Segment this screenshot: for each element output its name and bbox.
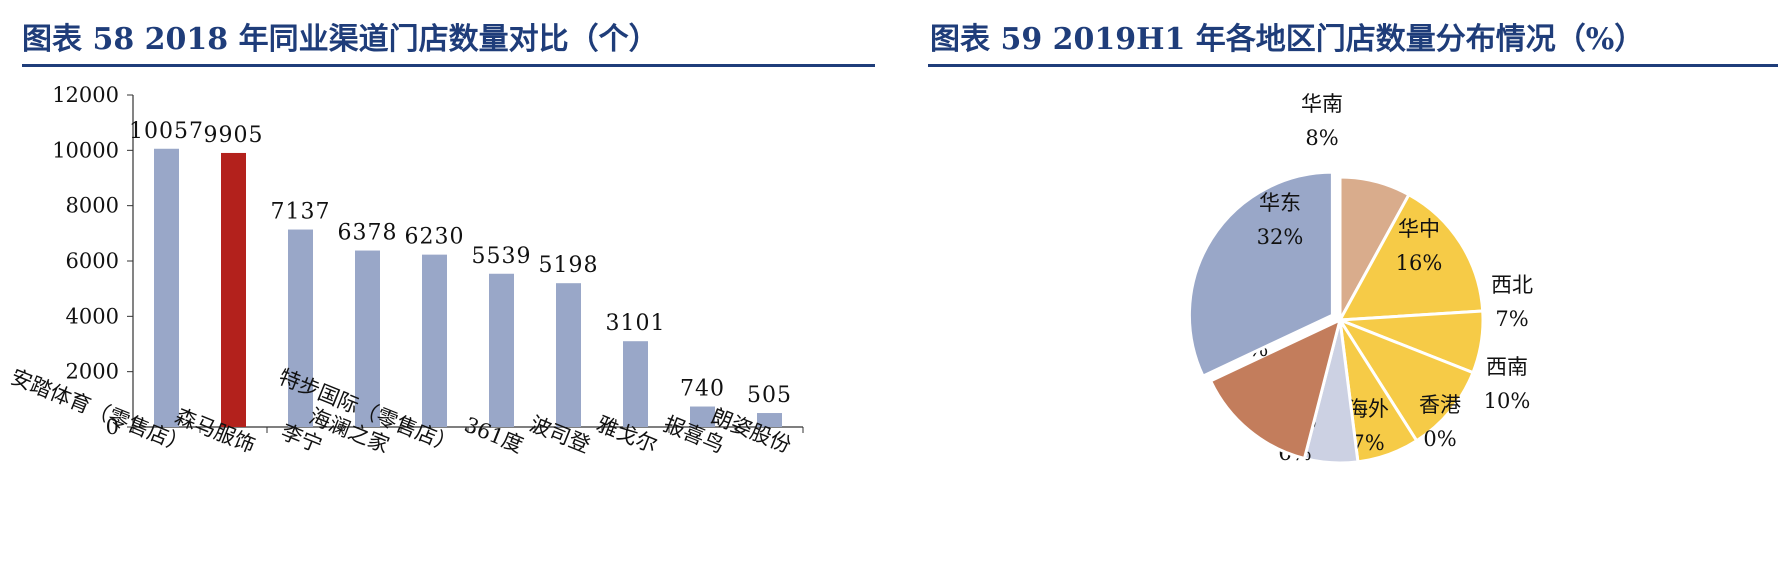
- pie-slice-percent: 0%: [1423, 427, 1456, 451]
- bar-value-label: 3101: [606, 311, 666, 336]
- bar-value-label: 10057: [129, 119, 204, 144]
- pie-slice-label: 西南: [1486, 355, 1528, 379]
- bar-value-label: 5198: [539, 253, 599, 278]
- y-tick-label: 12000: [52, 83, 119, 107]
- pie-slice-label: 华东: [1259, 191, 1301, 215]
- pie-slice-percent: 32%: [1257, 225, 1304, 249]
- pie-slice-label: 西北: [1491, 273, 1533, 297]
- pie-slice: [1336, 316, 1475, 443]
- pie-slice: [1208, 317, 1343, 461]
- pie-slice-percent: 10%: [1484, 389, 1531, 413]
- bar-value-label: 6230: [405, 225, 465, 250]
- pie-chart-title-rule: [928, 64, 1778, 67]
- bar: [355, 250, 380, 427]
- bar: [221, 152, 246, 427]
- bar-value-label: 740: [680, 377, 725, 402]
- pie-slice-percent: 8%: [1305, 126, 1338, 150]
- bar-value-label: 9905: [204, 123, 264, 148]
- store-count-bar-chart: 0 2000 4000 6000 8000 10000 12000 10057 9905 7137…: [7, 83, 804, 458]
- bar-chart-title-rule: [22, 64, 875, 67]
- pie-slice-label: 香港: [1419, 393, 1461, 417]
- y-tick-label: 0: [106, 415, 119, 439]
- pie-slice: [1187, 170, 1334, 379]
- pie-chart-title: 图表 59 2019H1 年各地区门店数量分布情况（%）: [930, 22, 1645, 57]
- bar: [556, 283, 581, 427]
- bar: [422, 254, 447, 427]
- pie-slice-label: 海外: [1347, 397, 1389, 421]
- pie-slice-label: 华中: [1398, 217, 1440, 241]
- y-tick-label: 6000: [66, 249, 119, 273]
- bar: [623, 341, 648, 427]
- y-tick-label: 2000: [66, 360, 119, 384]
- y-tick-label: 4000: [66, 304, 119, 328]
- bar: [154, 148, 179, 427]
- y-tick-label: 8000: [66, 194, 119, 218]
- bar: [288, 229, 313, 427]
- pie-slice-label: 华南: [1301, 92, 1343, 116]
- bar-chart-title: 图表 58 2018 年同业渠道门店数量对比（个）: [22, 22, 659, 57]
- bar-value-label: 6378: [338, 221, 398, 246]
- y-tick-label: 10000: [52, 138, 119, 162]
- pie-slice-percent: 16%: [1396, 251, 1443, 275]
- pie-slice-percent: 7%: [1495, 307, 1528, 331]
- bar: [489, 273, 514, 427]
- bar: [690, 406, 715, 427]
- bar: [757, 413, 782, 427]
- bar-value-label: 5539: [472, 244, 532, 269]
- bar-value-label: 505: [747, 383, 792, 408]
- bar-value-label: 7137: [271, 200, 331, 225]
- pie-slice: [1337, 192, 1485, 322]
